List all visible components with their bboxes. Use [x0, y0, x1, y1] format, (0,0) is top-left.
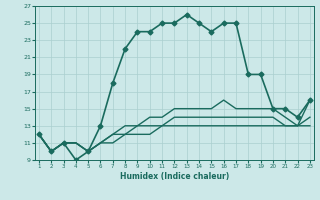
X-axis label: Humidex (Indice chaleur): Humidex (Indice chaleur) [120, 172, 229, 181]
